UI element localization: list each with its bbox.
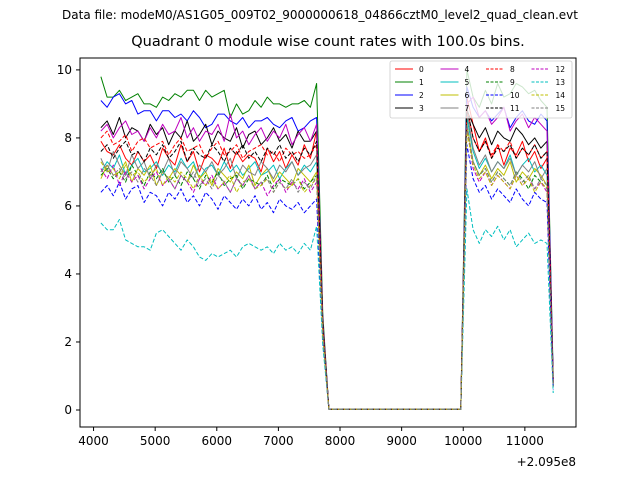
- x-offset-label: +2.095e8: [517, 455, 576, 469]
- series-line-2: [100, 86, 554, 410]
- x-tick-label: 9000: [386, 434, 417, 448]
- legend-label-10: 10: [510, 91, 520, 100]
- series-line-13: [100, 188, 554, 410]
- x-tick-label: 10000: [444, 434, 482, 448]
- legend-label-11: 11: [510, 104, 520, 113]
- y-tick-label: 4: [64, 267, 72, 281]
- series-line-5: [100, 117, 554, 410]
- series-line-15: [100, 123, 554, 410]
- legend-label-14: 14: [556, 91, 566, 100]
- series-layer: [100, 69, 554, 410]
- x-axis: 4000 5000 6000 7000 8000 9000 10000 11000: [78, 427, 544, 448]
- legend-label-8: 8: [510, 65, 515, 74]
- legend-label-3: 3: [419, 104, 424, 113]
- series-line-8: [100, 106, 554, 410]
- y-tick-label: 2: [64, 335, 72, 349]
- series-line-11: [100, 106, 554, 410]
- y-tick-label: 0: [64, 403, 72, 417]
- legend-label-15: 15: [556, 104, 566, 113]
- axes-frame: [79, 57, 577, 428]
- figure-suptitle: Data file: modeM0/AS1G05_009T02_90000006…: [62, 8, 578, 22]
- legend-label-6: 6: [465, 91, 470, 100]
- legend-label-1: 1: [419, 78, 424, 87]
- legend-label-4: 4: [465, 65, 470, 74]
- legend-label-12: 12: [556, 65, 566, 74]
- x-tick-label: 7000: [263, 434, 294, 448]
- y-tick-label: 10: [57, 63, 72, 77]
- legend-label-5: 5: [465, 78, 470, 87]
- series-line-6: [100, 123, 554, 410]
- x-tick-label: 11000: [506, 434, 544, 448]
- legend-label-9: 9: [510, 78, 515, 87]
- legend-label-2: 2: [419, 91, 424, 100]
- legend-label-0: 0: [419, 65, 424, 74]
- y-tick-label: 6: [64, 199, 72, 213]
- legend-box: [389, 60, 573, 119]
- x-tick-label: 8000: [325, 434, 356, 448]
- y-axis: 0 2 4 6 8 10: [57, 63, 80, 417]
- y-tick-label: 8: [64, 131, 72, 145]
- legend-label-7: 7: [465, 104, 470, 113]
- x-tick-label: 5000: [140, 434, 171, 448]
- series-line-14: [100, 130, 554, 410]
- series-line-1: [100, 69, 554, 410]
- series-line-9: [100, 127, 554, 410]
- series-line-12: [100, 127, 554, 410]
- series-line-10: [100, 144, 554, 410]
- series-line-3: [100, 110, 554, 410]
- x-tick-label: 4000: [78, 434, 109, 448]
- series-line-7: [100, 110, 554, 410]
- x-tick-label: 6000: [202, 434, 233, 448]
- chart-title: Quadrant 0 module wise count rates with …: [131, 34, 525, 50]
- legend-label-13: 13: [556, 78, 566, 87]
